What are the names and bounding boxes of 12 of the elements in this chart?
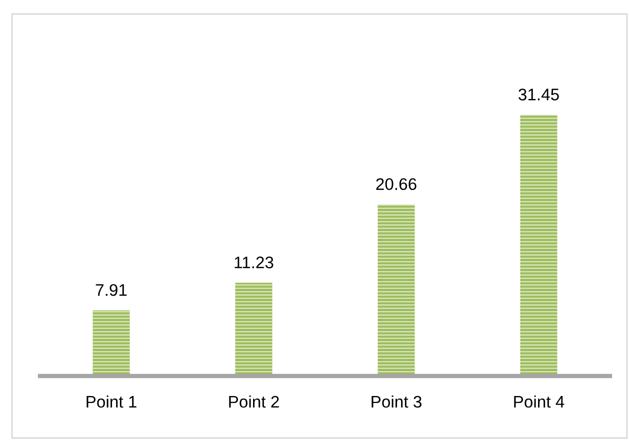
x-tick-label: Point 3 xyxy=(372,395,422,408)
x-tick-label: Point 4 xyxy=(514,395,564,408)
x-tick-label: Point 2 xyxy=(229,395,279,408)
x-tick-label: Point 1 xyxy=(86,395,136,408)
bar xyxy=(92,310,130,376)
data-label: 31.45 xyxy=(518,88,559,100)
data-label: 7.91 xyxy=(96,284,127,296)
data-label: 11.23 xyxy=(234,256,274,268)
data-label: 20.66 xyxy=(376,178,416,190)
bar xyxy=(378,204,415,376)
bar xyxy=(235,282,272,376)
bar xyxy=(520,114,558,376)
